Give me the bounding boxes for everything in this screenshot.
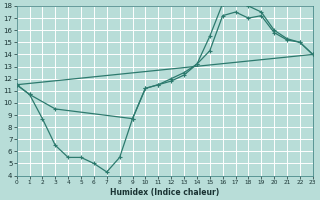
- X-axis label: Humidex (Indice chaleur): Humidex (Indice chaleur): [110, 188, 219, 197]
